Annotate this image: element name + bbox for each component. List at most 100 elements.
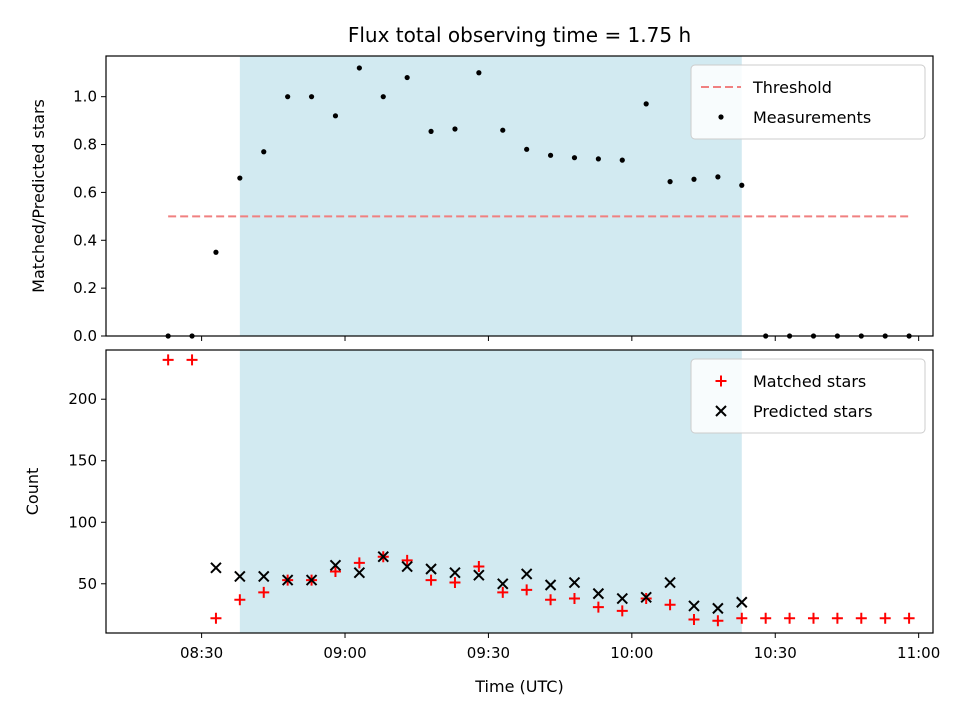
matched-star-point [353,557,365,569]
measurement-point [332,113,339,119]
matched-star-point [258,586,270,598]
top-shaded-interval [239,56,742,336]
matched-star-point [760,612,772,624]
matched-star-point [855,612,867,624]
legend-label-matched-stars: Matched stars [753,372,866,391]
bottom-y-ticks: 50 100 150 200 [68,390,106,593]
measurement-point [595,156,601,162]
matched-star-point [162,354,174,366]
matched-star-point [903,612,915,624]
matched-star-point [521,584,533,596]
matched-star-point [545,594,557,606]
y-tick-label: 0.8 [73,136,97,154]
top-y-ticks: 0.0 0.2 0.4 0.6 0.8 1.0 [73,88,106,345]
predicted-star-point [497,578,509,590]
predicted-star-point [520,568,533,580]
y-tick-label: 100 [68,513,97,531]
matched-star-point [736,612,748,624]
predicted-star-point [640,591,652,604]
measurement-point [619,157,625,163]
measurement-point [308,94,315,100]
matched-star-point [473,561,485,573]
predicted-star-point [210,562,222,574]
measurement-point [667,179,673,185]
y-tick-label: 50 [78,575,97,593]
matched-star-point [664,599,676,611]
matched-star-point [616,605,628,617]
bottom-x-ticks: 08:30 09:00 09:30 10:00 10:30 11:00 [180,633,940,662]
predicted-star-point [353,567,366,579]
top-axes-frame [105,55,934,337]
star-count-series [162,354,915,627]
measurement-point [428,128,434,134]
measurement-point [571,155,578,161]
measurement-point [356,65,362,71]
bottom-legend: Matched stars Predicted stars [690,358,926,434]
predicted-star-point [544,579,557,591]
matched-star-point [425,574,437,586]
measurement-point [213,249,219,255]
x-tick-label: 10:30 [754,644,797,662]
predicted-star-point [425,563,437,575]
y-tick-label: 0.2 [73,279,97,297]
bottom-y-axis-label: Count [23,468,42,516]
y-tick-label: 0.4 [73,231,97,249]
matched-star-point [497,586,509,598]
legend-label-threshold: Threshold [752,78,832,97]
measurement-point [476,70,482,76]
top-panel: 0.0 0.2 0.4 0.6 0.8 1.0 Flux total observing … [29,23,934,345]
measurement-point [643,101,649,107]
matched-star-point [807,612,819,624]
x-tick-label: 08:30 [180,644,223,662]
matched-star-point [401,554,413,566]
chart-title: Flux total observing time = 1.75 h [348,23,691,47]
bottom-axes-frame [105,349,934,634]
bottom-panel: 50 100 150 200 08:30 09:00 09:30 10:00 10:30 11:… [23,349,940,696]
legend-swatch-matched-stars [715,375,727,387]
matched-star-point [688,613,700,625]
top-legend: Threshold Measurements [690,64,926,140]
matched-star-point [712,615,724,627]
measurement-point [715,174,721,180]
measurements-series [165,65,912,339]
x-axis-label: Time (UTC) [474,677,563,696]
measurement-point [739,182,745,188]
y-tick-label: 0.6 [73,183,97,201]
measurement-point [500,127,506,133]
legend-label-measurements: Measurements [753,108,871,127]
measurement-point [547,152,554,158]
matched-star-point [879,612,891,624]
predicted-star-point [305,574,318,586]
measurement-point [285,94,291,100]
matched-star-point [568,593,580,605]
top-y-axis-label: Matched/Predicted stars [29,99,48,293]
y-tick-label: 150 [68,452,97,470]
predicted-star-point [736,596,748,608]
bottom-shaded-interval [239,350,742,633]
measurement-point [404,74,410,81]
x-tick-label: 10:00 [610,644,653,662]
legend-swatch-predicted-stars [715,405,727,417]
measurement-point [237,175,243,181]
y-tick-label: 200 [68,390,97,408]
matched-star-point [234,594,246,606]
predicted-star-point [377,551,389,563]
y-tick-label: 1.0 [73,88,97,106]
legend-box [690,64,926,140]
predicted-star-point [281,574,294,586]
predicted-star-point [664,576,676,589]
predicted-star-point [568,576,581,589]
predicted-star-point [234,570,246,583]
predicted-star-point [473,569,485,581]
matched-star-point [329,565,341,577]
predicted-star-point [401,560,413,573]
measurement-point [261,149,267,155]
predicted-star-point [592,587,605,600]
matched-star-point [210,612,222,624]
measurement-point [524,146,530,152]
y-tick-label: 0.0 [73,327,97,345]
measurement-point [380,94,386,100]
matched-star-point [784,612,796,624]
x-tick-label: 09:30 [467,644,510,662]
